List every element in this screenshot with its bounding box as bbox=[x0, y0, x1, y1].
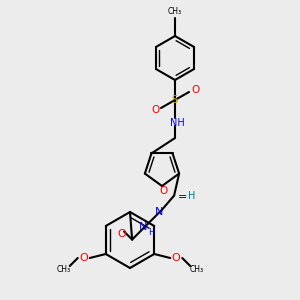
Text: H: H bbox=[188, 190, 196, 201]
Text: O: O bbox=[191, 85, 199, 95]
Text: CH₃: CH₃ bbox=[189, 265, 203, 274]
Text: CH₃: CH₃ bbox=[57, 265, 71, 274]
Text: O: O bbox=[151, 105, 159, 115]
Text: CH₃: CH₃ bbox=[168, 8, 182, 16]
Text: N: N bbox=[139, 222, 147, 232]
Text: N: N bbox=[155, 207, 163, 217]
Text: O: O bbox=[80, 253, 88, 263]
Text: S: S bbox=[172, 95, 178, 105]
Text: O: O bbox=[118, 229, 127, 238]
Text: O: O bbox=[172, 253, 181, 263]
Text: O: O bbox=[159, 186, 167, 196]
Text: H: H bbox=[148, 228, 154, 237]
Text: NH: NH bbox=[169, 118, 184, 128]
Text: =: = bbox=[177, 193, 187, 202]
